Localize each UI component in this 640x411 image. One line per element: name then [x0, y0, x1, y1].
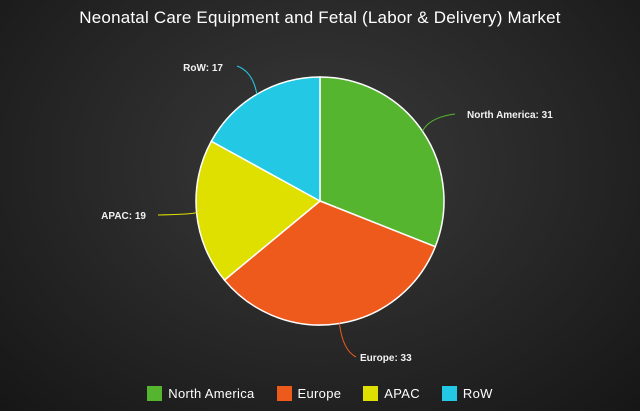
legend-label: APAC: [384, 386, 420, 401]
legend-item-apac[interactable]: APAC: [363, 386, 420, 401]
legend-item-north-america[interactable]: North America: [147, 386, 254, 401]
legend-item-europe[interactable]: Europe: [276, 386, 342, 401]
chart-title: Neonatal Care Equipment and Fetal (Labor…: [79, 8, 561, 27]
legend: North America Europe APAC RoW: [0, 386, 640, 401]
leader-line-europe: [338, 323, 357, 358]
data-label-north-america: North America: 31: [467, 110, 553, 121]
legend-item-row[interactable]: RoW: [441, 386, 493, 401]
legend-label: Europe: [297, 386, 342, 401]
leader-line-apac: [157, 212, 197, 216]
legend-swatch: [441, 386, 457, 401]
legend-label: RoW: [462, 386, 493, 401]
leader-line-north-america: [422, 113, 456, 132]
legend-swatch: [363, 386, 379, 401]
pie-slice-north-america[interactable]: [319, 76, 445, 248]
pie-slice-row[interactable]: [210, 76, 321, 203]
legend-swatch: [147, 386, 163, 401]
legend-label: North America: [168, 386, 255, 401]
data-label-apac: APAC: 19: [101, 211, 146, 222]
legend-swatch: [276, 386, 292, 401]
leader-line-row: [236, 65, 258, 95]
data-label-row: RoW: 17: [183, 63, 223, 74]
data-label-europe: Europe: 33: [360, 353, 412, 364]
